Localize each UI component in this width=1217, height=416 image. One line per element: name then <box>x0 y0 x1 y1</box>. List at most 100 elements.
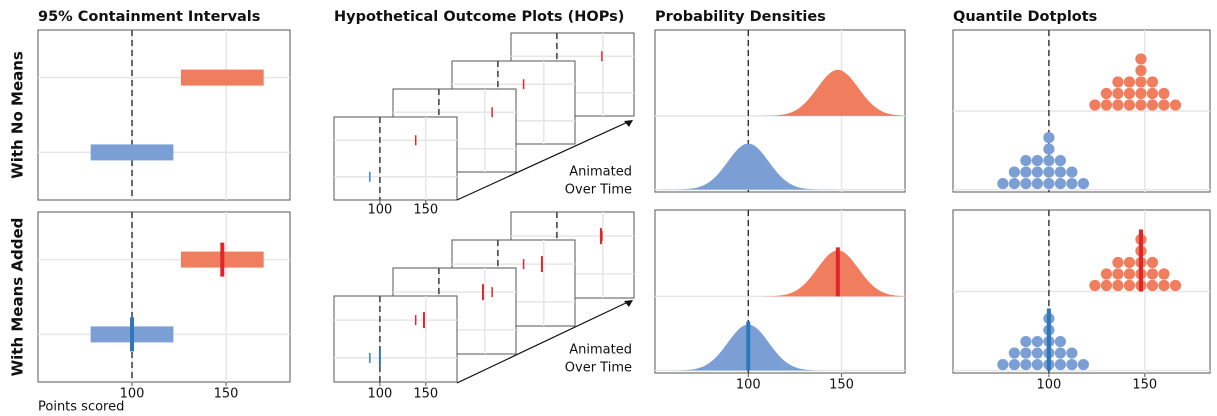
dot <box>1031 335 1043 348</box>
x-tick-label: 100 <box>736 378 761 393</box>
dot <box>1066 347 1078 359</box>
panel <box>333 116 458 201</box>
annotation: Over Time <box>565 361 632 376</box>
dot <box>1158 99 1170 111</box>
annotation: Animated <box>569 343 632 358</box>
density <box>655 143 905 190</box>
dot <box>1112 99 1124 111</box>
dot <box>1054 166 1067 178</box>
dot <box>1146 76 1159 88</box>
dot <box>1100 99 1113 111</box>
panel <box>37 211 291 383</box>
dot <box>1123 256 1136 269</box>
dot <box>1077 358 1090 371</box>
dot <box>1112 76 1124 88</box>
dot <box>1020 154 1032 167</box>
dot <box>1043 166 1055 178</box>
arrow <box>456 300 631 384</box>
row-label: With Means Added <box>9 218 27 377</box>
x-tick-label: 100 <box>1036 378 1061 393</box>
column-title: Probability Densities <box>655 9 826 25</box>
dot <box>1146 99 1159 111</box>
dot <box>1008 177 1020 190</box>
column-title: 95% Containment Intervals <box>38 9 260 25</box>
dot <box>1123 87 1136 100</box>
density <box>655 250 905 297</box>
dot <box>1100 268 1113 280</box>
dot <box>1008 347 1020 359</box>
annotation: Over Time <box>565 183 632 198</box>
dot <box>1135 87 1147 100</box>
dot <box>1146 268 1159 280</box>
x-tick-label: 150 <box>413 203 438 218</box>
dot <box>1054 347 1067 359</box>
x-tick-label: 100 <box>367 203 392 218</box>
dot <box>1146 279 1159 292</box>
dot <box>1169 279 1182 292</box>
dot <box>1123 99 1136 111</box>
dot <box>997 358 1009 371</box>
x-tick-label: 150 <box>1132 378 1157 393</box>
dot <box>1031 358 1043 371</box>
dot <box>1054 177 1067 190</box>
dot <box>1135 53 1147 65</box>
arrow-head <box>624 120 633 127</box>
panel <box>333 295 458 383</box>
x-tick-label: 100 <box>120 387 145 402</box>
dot <box>1123 268 1136 280</box>
dot <box>1066 177 1078 190</box>
dot <box>1020 358 1032 371</box>
dot <box>1020 177 1032 190</box>
dot <box>1112 87 1124 100</box>
dot <box>1008 358 1020 371</box>
dot <box>1123 279 1136 292</box>
dot <box>1158 87 1170 100</box>
density <box>655 69 905 116</box>
dot <box>1054 358 1067 371</box>
dot <box>1112 268 1124 280</box>
arrow <box>456 120 631 201</box>
dot <box>1031 177 1043 190</box>
dot <box>1100 279 1113 292</box>
dot <box>1043 131 1055 144</box>
dot <box>1054 335 1067 348</box>
x-tick-label: 150 <box>413 387 438 402</box>
dot <box>1135 99 1147 111</box>
interval-bar <box>90 144 174 161</box>
dot <box>1043 177 1055 190</box>
x-axis-label: Points scored <box>38 400 124 415</box>
panel <box>37 29 291 201</box>
interval-bar <box>180 69 264 86</box>
dot <box>1135 64 1147 77</box>
dot <box>1043 143 1055 155</box>
x-tick-label: 150 <box>214 387 239 402</box>
density <box>655 324 905 371</box>
dot <box>1089 279 1101 292</box>
dot <box>997 177 1009 190</box>
dot <box>1089 99 1101 111</box>
dot <box>1146 256 1159 269</box>
dot <box>1008 166 1020 178</box>
column-title: Hypothetical Outcome Plots (HOPs) <box>334 9 624 25</box>
dot <box>1169 99 1182 111</box>
column-title: Quantile Dotplots <box>953 9 1097 25</box>
dot <box>1112 279 1124 292</box>
x-tick-label: 100 <box>367 387 392 402</box>
dot <box>1146 87 1159 100</box>
x-tick-label: 150 <box>829 378 854 393</box>
dot <box>1031 166 1043 178</box>
dot <box>1020 347 1032 359</box>
dot <box>1066 358 1078 371</box>
dot <box>1123 76 1136 88</box>
arrow-head <box>624 300 633 307</box>
dot <box>1077 177 1090 190</box>
dot <box>1020 166 1032 178</box>
dot <box>1066 166 1078 178</box>
dot <box>1135 76 1147 88</box>
dot <box>1100 87 1113 100</box>
dot <box>1112 256 1124 269</box>
dot <box>1031 154 1043 167</box>
dot <box>1054 154 1067 167</box>
dot <box>1031 347 1043 359</box>
